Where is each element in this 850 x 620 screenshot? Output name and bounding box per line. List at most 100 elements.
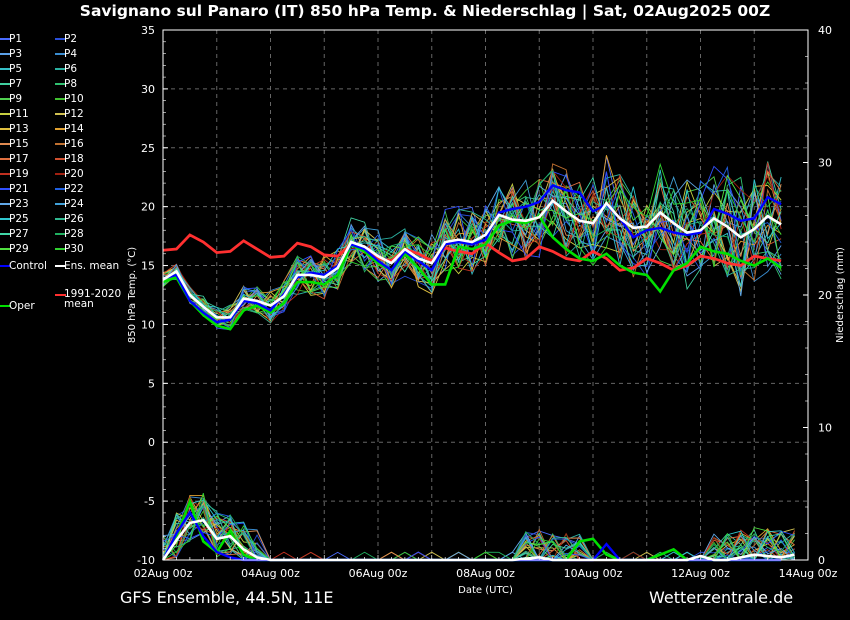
temp-line-control xyxy=(162,184,782,324)
legend-swatch xyxy=(55,53,66,55)
legend-label: P18 xyxy=(64,153,84,165)
legend-label: P13 xyxy=(9,123,29,135)
legend-swatch xyxy=(55,173,66,175)
legend-swatch xyxy=(55,68,66,70)
legend-swatch xyxy=(0,188,11,190)
legend-label: P6 xyxy=(64,63,78,75)
legend-label: P22 xyxy=(64,183,84,195)
legend-swatch xyxy=(0,248,11,250)
legend-label: 1991-2020 mean xyxy=(64,288,122,310)
y2-tick-label: 30 xyxy=(818,157,832,170)
y-tick-label: 30 xyxy=(141,83,155,96)
legend-label: P30 xyxy=(64,243,84,255)
legend-swatch xyxy=(0,173,11,175)
legend-label: P29 xyxy=(9,243,29,255)
legend-swatch xyxy=(0,233,11,235)
axes: -10 -5 0 5 10 15 20 25 30 35 0 10 20 30 40 02Aug 00z 04A… xyxy=(127,24,846,596)
legend-label: Ens. mean xyxy=(64,260,120,272)
ensemble-member-lines xyxy=(162,155,795,562)
y2-tick-label: 10 xyxy=(818,422,832,435)
legend-swatch xyxy=(55,248,66,250)
legend-label: P8 xyxy=(64,78,78,90)
member-temp-line-p30 xyxy=(162,162,782,320)
legend-label: P5 xyxy=(9,63,23,75)
x-tick-label: 04Aug 00z xyxy=(241,567,300,580)
legend-swatch xyxy=(55,128,66,130)
y-tick-label: 15 xyxy=(141,260,155,273)
member-temp-line-p27 xyxy=(162,176,782,320)
legend-swatch xyxy=(0,143,11,145)
y2-tick-label: 0 xyxy=(818,554,825,567)
legend-swatch xyxy=(55,294,66,296)
member-precip-line-p21 xyxy=(162,522,795,561)
legend-swatch xyxy=(55,98,66,100)
y2-tick-label: 20 xyxy=(818,289,832,302)
member-precip-line-p26 xyxy=(162,497,795,561)
temp-line-oper xyxy=(162,214,782,331)
legend-label: P26 xyxy=(64,213,84,225)
legend-swatch xyxy=(0,218,11,220)
x-axis-label: Date (UTC) xyxy=(458,585,513,596)
legend-label: P28 xyxy=(64,228,84,240)
chart-title: Savignano sul Panaro (IT) 850 hPa Temp. … xyxy=(79,2,771,20)
legend-swatch xyxy=(55,188,66,190)
legend-swatch xyxy=(0,113,11,115)
legend-swatch xyxy=(55,218,66,220)
legend-label: Oper xyxy=(9,300,35,312)
x-tick-label: 12Aug 00z xyxy=(671,567,730,580)
legend-label: P12 xyxy=(64,108,84,120)
legend-label: P11 xyxy=(9,108,29,120)
legend-label: P15 xyxy=(9,138,29,150)
legend-swatch xyxy=(0,265,11,267)
x-tick-label: 14Aug 00z xyxy=(779,567,838,580)
y-tick-label: 25 xyxy=(141,142,155,155)
footer-source: Wetterzentrale.de xyxy=(649,588,794,607)
member-precip-line-p4 xyxy=(162,496,795,561)
legend-label: P14 xyxy=(64,123,84,135)
legend-label: P24 xyxy=(64,198,84,210)
legend-label: P20 xyxy=(64,168,84,180)
member-temp-line-p26 xyxy=(162,190,782,326)
legend-label: P16 xyxy=(64,138,84,150)
legend-swatch xyxy=(0,53,11,55)
legend-swatch xyxy=(55,203,66,205)
member-precip-line-p13 xyxy=(162,495,795,561)
member-precip-line-p20 xyxy=(162,496,795,561)
temp-line-ens-mean xyxy=(162,198,782,319)
legend-label: P1 xyxy=(9,33,23,45)
legend-label: P19 xyxy=(9,168,29,180)
legend-label: P21 xyxy=(9,183,29,195)
y-tick-label: 35 xyxy=(141,24,155,37)
member-temp-line-p14 xyxy=(162,155,782,320)
y-tick-label: 20 xyxy=(141,201,155,214)
y-axis-label: 850 hPa Temp. (°C) xyxy=(127,247,138,343)
legend-swatch xyxy=(0,98,11,100)
legend-label: P9 xyxy=(9,93,23,105)
y2-axis-label: Niederschlag (mm) xyxy=(835,247,846,343)
legend-swatch xyxy=(0,305,11,307)
legend-swatch xyxy=(0,128,11,130)
legend-label: P23 xyxy=(9,198,29,210)
member-precip-line-p7 xyxy=(162,522,795,561)
y-tick-label: 0 xyxy=(148,436,155,449)
legend-swatch xyxy=(55,83,66,85)
x-tick-label: 06Aug 00z xyxy=(349,567,408,580)
legend-swatch xyxy=(55,265,66,267)
x-tick-label: 10Aug 00z xyxy=(564,567,623,580)
legend-swatch xyxy=(0,68,11,70)
legend-label: P3 xyxy=(9,48,23,60)
legend-label: P27 xyxy=(9,228,29,240)
y-tick-label: -5 xyxy=(144,495,155,508)
legend-label: P4 xyxy=(64,48,78,60)
legend-label: P25 xyxy=(9,213,29,225)
legend-label: P7 xyxy=(9,78,23,90)
legend-swatch xyxy=(0,83,11,85)
legend-swatch xyxy=(55,113,66,115)
legend-swatch xyxy=(0,38,11,40)
y-tick-label: 5 xyxy=(148,377,155,390)
legend-swatch xyxy=(0,158,11,160)
y-tick-label: 10 xyxy=(141,318,155,331)
y2-tick-label: 40 xyxy=(818,24,832,37)
footer-model: GFS Ensemble, 44.5N, 11E xyxy=(120,588,334,607)
